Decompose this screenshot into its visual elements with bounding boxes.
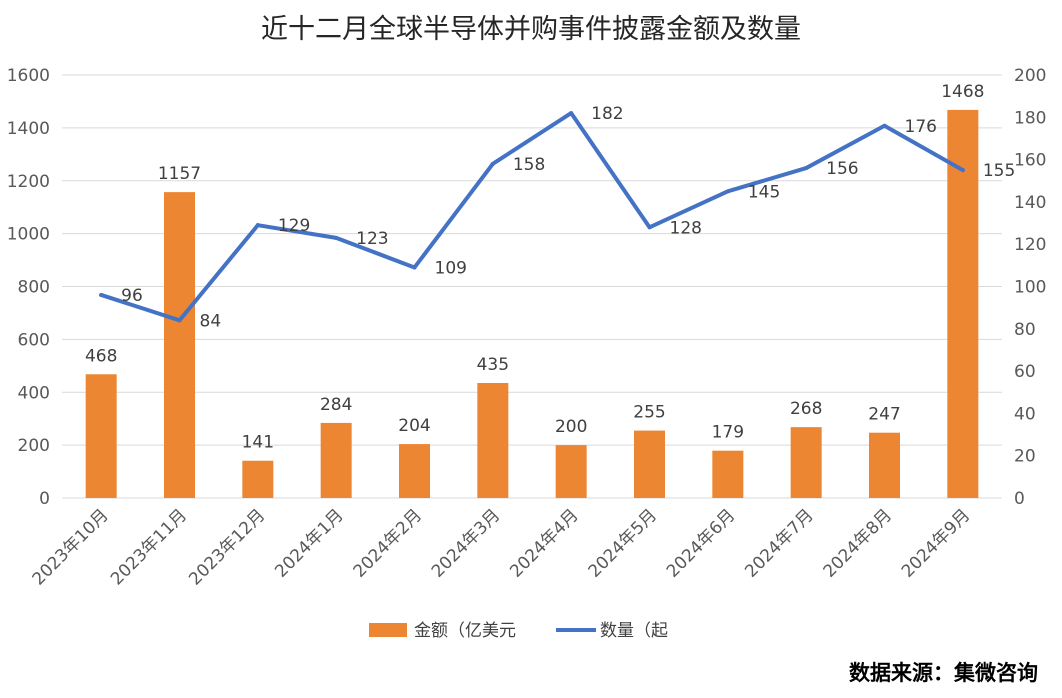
line-value-label: 109	[435, 258, 467, 278]
y-left-tick-label: 1400	[7, 119, 50, 139]
bar-value-label: 1468	[941, 82, 984, 102]
y-left-tick-label: 1200	[7, 172, 50, 192]
bar	[869, 432, 900, 498]
bar	[242, 460, 274, 498]
bar	[320, 422, 352, 498]
y-axis-right: 0 20 40 60 80 100 120 140 160 180 200	[1014, 66, 1046, 509]
line-point	[882, 123, 887, 128]
legend-label-line: 数量（起	[600, 621, 668, 641]
y-right-tick-label: 60	[1014, 362, 1036, 382]
line-point	[177, 318, 182, 323]
bar-value-label: 255	[633, 403, 665, 423]
y-left-tick-label: 600	[18, 330, 50, 350]
x-tick-label: 2024年3月	[428, 505, 504, 581]
line-value-label: 145	[748, 182, 780, 202]
line-value-label: 156	[826, 159, 858, 179]
x-tick-label: 2023年11月	[107, 505, 191, 589]
y-right-tick-label: 120	[1014, 235, 1046, 255]
x-tick-label: 2024年4月	[506, 505, 582, 581]
line-point	[334, 235, 339, 240]
line-point	[490, 161, 495, 166]
bar	[85, 374, 117, 498]
line-value-label: 84	[200, 311, 222, 331]
y-right-tick-label: 180	[1014, 108, 1046, 128]
y-right-tick-label: 200	[1014, 66, 1046, 86]
bar-value-label: 1157	[158, 164, 201, 184]
line-path	[99, 111, 965, 323]
bar	[164, 192, 195, 499]
line-value-label: 129	[278, 216, 310, 236]
bar-value-label: 284	[320, 395, 352, 415]
bar	[399, 444, 430, 498]
bar-value-label: 179	[712, 423, 744, 443]
bar	[477, 382, 509, 498]
x-tick-label: 2024年6月	[663, 505, 739, 581]
line-value-label: 158	[513, 155, 545, 175]
x-tick-label: 2024年2月	[350, 505, 426, 581]
bar-series: 468 1157 141 284 204 435 200 255 179 268 247 1468	[85, 82, 984, 499]
bar-value-label: 468	[85, 346, 117, 366]
x-tick-label: 2024年7月	[741, 505, 817, 581]
bar-value-label: 247	[868, 405, 900, 425]
y-left-tick-label: 0	[39, 489, 50, 509]
bar-value-label: 200	[555, 417, 587, 437]
line-point	[804, 166, 809, 171]
line-value-label: 96	[121, 286, 143, 306]
y-axis-left: 0 200 400 600 800 1000 1200 1400 1600	[7, 66, 50, 509]
line-series: 96 84 129 123 109 158 182 128 145 156 176 155	[99, 104, 1015, 331]
y-left-tick-label: 200	[18, 436, 50, 456]
line-point	[412, 265, 417, 270]
grid	[62, 74, 1002, 499]
line-value-label: 155	[983, 161, 1015, 181]
y-right-tick-label: 0	[1014, 489, 1025, 509]
bar	[712, 450, 744, 498]
line-value-label: 123	[356, 229, 388, 249]
x-tick-label: 2024年1月	[271, 505, 347, 581]
y-left-tick-label: 1000	[7, 225, 50, 245]
y-left-tick-label: 800	[18, 278, 50, 298]
x-tick-label: 2024年9月	[898, 505, 974, 581]
y-right-tick-label: 40	[1014, 404, 1036, 424]
line-point	[569, 111, 574, 116]
chart-title: 近十二月全球半导体并购事件披露金额及数量	[261, 14, 801, 45]
line-value-label: 176	[905, 117, 937, 137]
bar	[790, 427, 822, 498]
legend: 金额（亿美元 数量（起	[369, 621, 668, 641]
bar-value-label: 268	[790, 399, 822, 419]
y-left-tick-label: 400	[18, 383, 50, 403]
bar-value-label: 204	[398, 416, 430, 436]
line-value-label: 128	[670, 218, 702, 238]
bar	[555, 445, 587, 498]
legend-label-bar: 金额（亿美元	[414, 621, 516, 641]
bar	[947, 109, 979, 499]
bar-value-label: 435	[477, 355, 509, 375]
x-tick-label: 2023年10月	[29, 505, 113, 589]
line-point	[960, 168, 965, 173]
line-point	[647, 225, 652, 230]
y-left-tick-label: 1600	[7, 66, 50, 86]
line-point	[725, 189, 730, 194]
y-right-tick-label: 100	[1014, 278, 1046, 298]
x-tick-label: 2024年5月	[585, 505, 661, 581]
legend-swatch-bar	[369, 623, 407, 637]
y-right-tick-label: 140	[1014, 193, 1046, 213]
line-value-label: 182	[591, 104, 623, 124]
line-point	[255, 223, 260, 228]
y-right-tick-label: 160	[1014, 151, 1046, 171]
y-right-tick-label: 80	[1014, 320, 1036, 340]
x-tick-label: 2023年12月	[185, 505, 269, 589]
source-note: 数据来源：集微咨询	[849, 661, 1038, 685]
x-tick-label: 2024年8月	[820, 505, 896, 581]
bar-value-label: 141	[242, 433, 274, 453]
line-point	[99, 292, 104, 297]
y-right-tick-label: 20	[1014, 447, 1036, 467]
bar	[634, 430, 665, 498]
